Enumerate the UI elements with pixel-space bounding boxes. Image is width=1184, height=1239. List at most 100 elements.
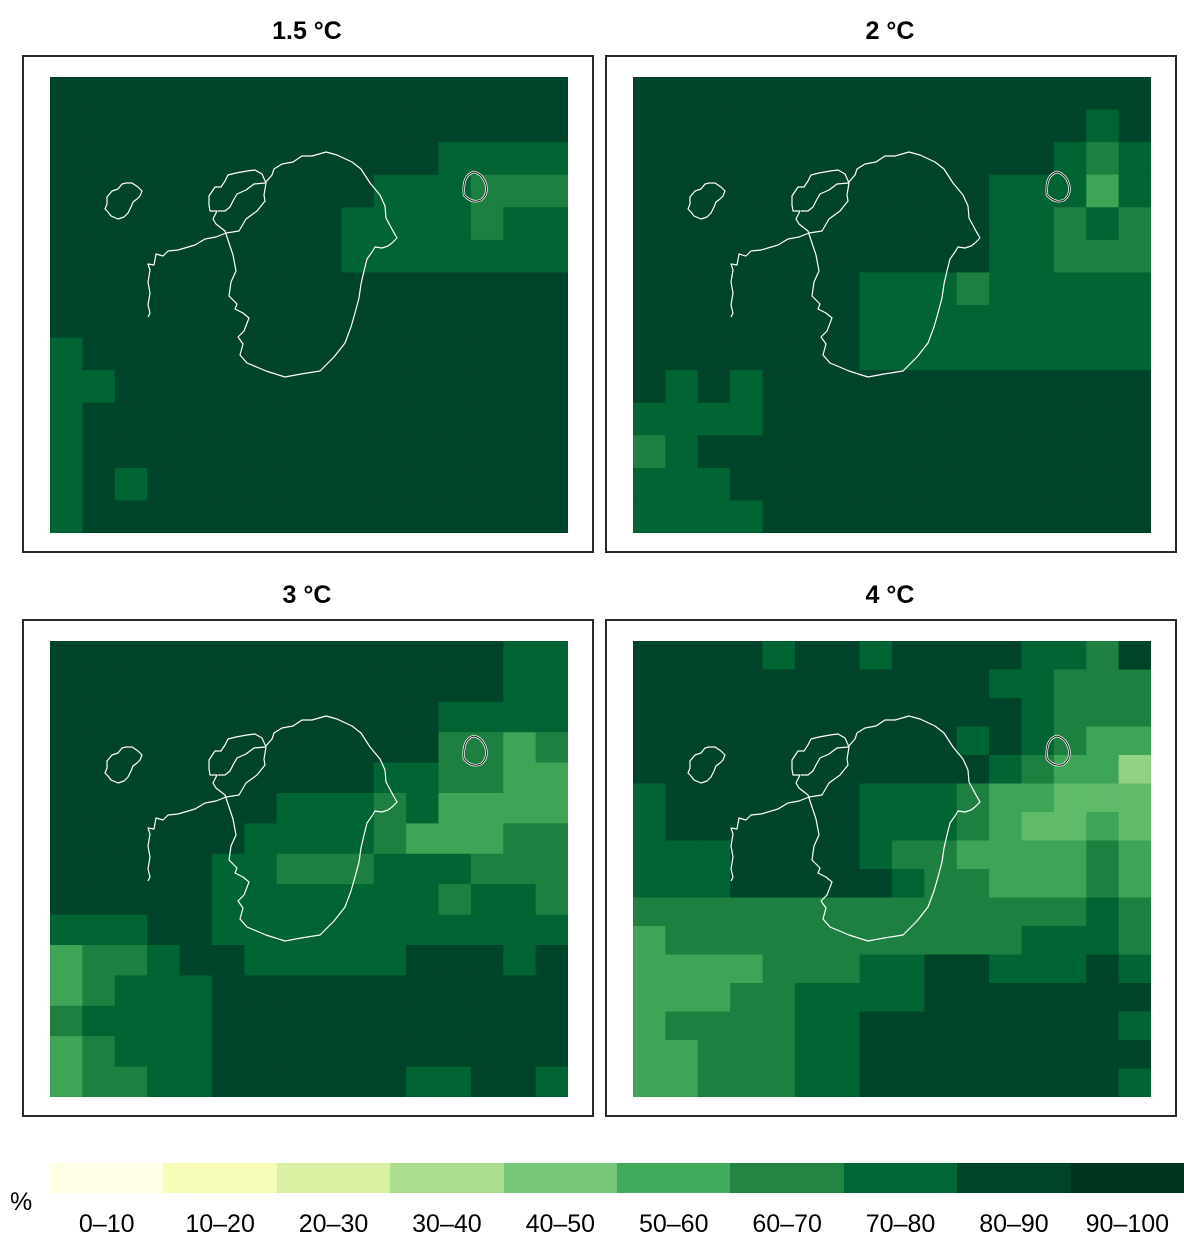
island-outline xyxy=(104,182,143,220)
grid-cell xyxy=(924,370,958,404)
grid-cell xyxy=(244,823,278,855)
grid-cell xyxy=(827,812,861,842)
grid-cell xyxy=(1086,1040,1120,1070)
grid-cell xyxy=(859,783,893,813)
grid-cell xyxy=(1021,207,1055,241)
grid-cell xyxy=(924,402,958,436)
grid-cell xyxy=(633,926,666,956)
grid-cell xyxy=(535,402,568,436)
grid-cell xyxy=(244,109,278,143)
mainland-outline xyxy=(147,715,398,942)
grid-cell xyxy=(1086,337,1120,371)
grid-cell xyxy=(859,983,893,1013)
grid-cell xyxy=(50,174,83,208)
grid-cell xyxy=(211,823,245,855)
grid-cell xyxy=(276,914,310,946)
grid-cell xyxy=(179,641,213,672)
grid-cell xyxy=(1118,1011,1151,1041)
grid-cell xyxy=(892,77,925,111)
grid-cell xyxy=(82,77,116,111)
grid-cell xyxy=(276,109,310,143)
grid-cell xyxy=(1086,983,1120,1013)
grid-cell xyxy=(373,823,407,855)
grid-cell xyxy=(1086,1068,1120,1097)
grid-cell xyxy=(373,239,407,274)
grid-cell xyxy=(1086,669,1120,699)
grid-cell xyxy=(794,272,828,306)
grid-cell xyxy=(114,1005,148,1037)
grid-cell xyxy=(438,641,472,672)
grid-cell xyxy=(244,641,278,672)
grid-cell xyxy=(244,305,278,339)
grid-cell xyxy=(438,914,472,946)
grid-cell xyxy=(665,1040,699,1070)
grid-cell xyxy=(1021,783,1055,813)
grid-cell xyxy=(114,239,148,274)
grid-cell xyxy=(503,1066,537,1097)
grid-cell xyxy=(665,174,699,208)
grid-cell xyxy=(924,983,958,1013)
grid-cell xyxy=(697,500,731,533)
grid-cell xyxy=(503,701,537,733)
grid-cell xyxy=(859,869,893,899)
grid-cell xyxy=(762,1011,796,1041)
grid-cell xyxy=(989,698,1023,728)
grid-cell xyxy=(211,1066,245,1097)
grid-cell xyxy=(633,174,666,208)
grid-cell xyxy=(1053,500,1087,533)
grid-cell xyxy=(794,926,828,956)
grid-cell xyxy=(892,174,925,208)
grid-cell xyxy=(1086,1011,1120,1041)
grid-cell xyxy=(341,853,375,885)
grid-cell xyxy=(697,207,731,241)
grid-cell xyxy=(1118,926,1151,956)
grid-cell xyxy=(633,142,666,176)
islet-outline-inner xyxy=(1046,171,1070,202)
grid-cell xyxy=(244,435,278,469)
grid-cell xyxy=(762,897,796,927)
grid-cell xyxy=(470,402,504,436)
grid-cell xyxy=(859,1040,893,1070)
grid-cell xyxy=(503,435,537,469)
grid-cell xyxy=(989,142,1023,176)
grid-cell xyxy=(665,337,699,371)
grid-cell xyxy=(665,109,699,143)
panel-title-3c: 3 °C xyxy=(282,581,332,609)
grid-cell xyxy=(1118,726,1151,756)
grid-cell xyxy=(633,467,666,502)
grid-cell xyxy=(1021,983,1055,1013)
grid-cell xyxy=(82,467,116,502)
grid-cell xyxy=(665,897,699,927)
grid-cell xyxy=(309,500,342,533)
grid-cell xyxy=(147,305,181,339)
grid-cell xyxy=(147,500,181,533)
grid-cell xyxy=(373,975,407,1007)
legend-label: 70–80 xyxy=(865,1210,936,1238)
grid-cell xyxy=(309,77,342,111)
grid-cell xyxy=(406,207,440,241)
grid-cell xyxy=(730,1011,764,1041)
grid-cell xyxy=(1118,1068,1151,1097)
grid-cell xyxy=(1053,467,1087,502)
grid-cell xyxy=(244,239,278,274)
grid-cell xyxy=(535,701,568,733)
grid-cell xyxy=(665,370,699,404)
grid-cell xyxy=(179,701,213,733)
grid-cell xyxy=(470,1036,504,1068)
grid-cell xyxy=(892,435,925,469)
grid-cell xyxy=(827,641,861,671)
grid-cell xyxy=(373,305,407,339)
grid-cell xyxy=(956,641,990,671)
grid-cell xyxy=(633,337,666,371)
grid-cell xyxy=(697,783,731,813)
grid-cell xyxy=(859,207,893,241)
grid-cell xyxy=(633,812,666,842)
grid-cell xyxy=(406,370,440,404)
grid-cell xyxy=(503,1005,537,1037)
grid-cell xyxy=(924,467,958,502)
grid-cell xyxy=(665,305,699,339)
grid-cell xyxy=(406,500,440,533)
grid-cell xyxy=(244,884,278,916)
grid-cell xyxy=(341,732,375,764)
grid-cell xyxy=(309,1036,342,1068)
